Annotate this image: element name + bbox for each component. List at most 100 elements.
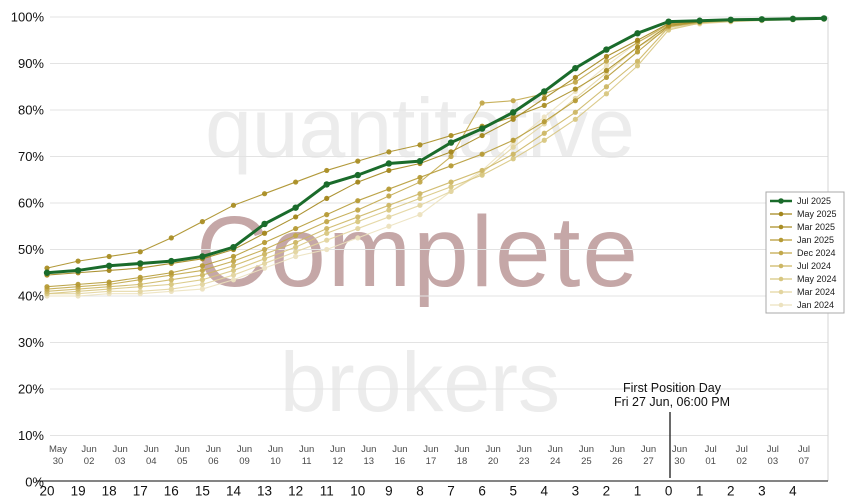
x-date-label: Jul 02 [736,444,748,467]
data-point [355,158,361,164]
data-point [634,58,641,64]
data-point [106,279,112,285]
watermark-complete: Complete [196,196,640,308]
x-date-label: Jun 05 [175,444,190,467]
x-countdown-label: 12 [288,484,303,499]
data-point [665,18,672,25]
data-point [324,195,330,201]
y-tick-label: 90% [18,56,44,71]
data-point [417,142,423,148]
legend-item-label: Dec 2024 [797,248,836,258]
legend-marker-dot [778,302,784,308]
x-date-label: Jun 02 [81,444,96,467]
x-countdown-label: 5 [509,484,517,499]
legend-item-jan-2025[interactable]: Jan 2025 [770,235,834,245]
legend-item-dec-2024[interactable]: Dec 2024 [770,248,836,258]
data-point [105,262,113,269]
data-point [386,214,392,220]
x-date-label: Jun 17 [423,444,438,467]
legend-item-may-2024[interactable]: May 2024 [770,274,837,284]
legend-marker-dot [778,198,784,204]
legend-item-may-2025[interactable]: May 2025 [770,209,837,219]
data-point [541,119,547,125]
data-point [354,171,361,179]
data-point [478,125,486,132]
watermark-brokers: brokers [280,335,560,429]
legend-marker-dot [778,224,784,230]
data-point [696,17,703,24]
data-point [261,220,268,228]
legend-marker-dot [778,211,784,217]
y-axis-labels: 0% 10% 20% 30% 40% 50% 60% 70% 80% 90% 100% [11,10,45,490]
data-point [199,286,205,292]
data-point [293,253,299,260]
legend-item-jan-2024[interactable]: Jan 2024 [770,300,834,310]
data-point [75,258,81,264]
y-tick-label: 50% [18,242,44,257]
legend-item-label: May 2025 [797,209,837,219]
legend-item-jul-2024[interactable]: Jul 2024 [770,261,831,271]
legend-item-jul-2025[interactable]: Jul 2025 [770,196,831,206]
data-point [479,167,485,174]
legend-item-mar-2024[interactable]: Mar 2024 [770,287,835,297]
data-point [43,269,51,276]
x-date-label: Jun 24 [548,444,563,467]
data-point [75,281,81,287]
x-date-label: Jun 26 [610,444,625,467]
data-point [541,130,547,136]
x-countdown-label: 13 [257,484,272,499]
data-point [727,16,734,23]
legend-item-label: Jan 2024 [797,300,834,310]
data-point [479,132,485,139]
data-point [603,67,610,74]
x-date-label: Jun 23 [517,444,532,467]
legend-item-mar-2025[interactable]: Mar 2025 [770,222,835,232]
x-countdown-label: 8 [416,484,424,499]
data-point [572,98,578,104]
data-point [168,270,174,276]
x-date-label: Jun 27 [641,444,656,467]
x-countdown-label: 4 [541,484,549,499]
x-date-label: Jun 12 [330,444,345,467]
data-point [293,225,299,232]
data-point [230,202,237,208]
data-point [386,202,392,208]
data-point [199,272,205,278]
y-tick-label: 20% [18,382,44,397]
legend-item-label: Jul 2025 [797,196,831,206]
data-point [603,63,610,69]
y-tick-label: 0% [25,475,44,490]
x-countdown-label: 9 [385,484,393,499]
x-date-label: Jun 09 [237,444,252,467]
x-countdown-label: 18 [102,484,117,499]
legend-marker-dot [778,237,784,243]
data-point [510,109,517,116]
x-date-label: Jun 13 [361,444,376,467]
data-point [168,286,174,292]
data-point [355,179,361,185]
data-point [386,193,392,199]
data-point [386,167,392,174]
x-date-label: Jul 07 [798,444,810,467]
data-point [168,235,174,241]
y-tick-label: 30% [18,335,44,350]
data-point [137,265,143,271]
data-point [541,95,547,101]
data-point [448,149,454,155]
data-point [510,144,516,150]
data-point [634,49,641,55]
data-point [572,74,578,81]
x-countdown-label: 20 [39,484,54,499]
data-point [261,251,268,257]
data-point [789,15,797,23]
data-point [448,179,454,185]
data-point [137,260,144,267]
data-point [106,267,112,274]
y-tick-label: 100% [11,10,45,25]
x-axis-labels: May 30 Jun 02 Jun 03 Jun 04 Jun 05 Jun 06 Jun 09 Jun 10… [39,444,810,499]
data-point [355,207,361,213]
data-point [74,267,82,274]
data-point [293,214,299,220]
data-point [479,100,485,106]
